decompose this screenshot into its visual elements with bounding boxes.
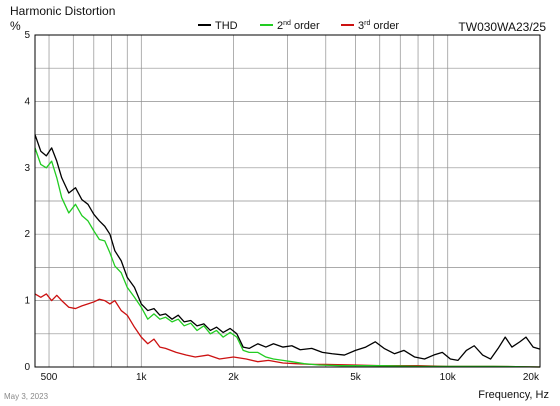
- plot-grid: [35, 35, 540, 367]
- x-tick-label: 20k: [523, 372, 540, 383]
- footer-date: May 3, 2023: [4, 392, 49, 401]
- y-tick-label: 1: [24, 296, 30, 307]
- y-tick-label: 4: [24, 96, 30, 107]
- legend-label: 3rd order: [358, 20, 399, 32]
- y-tick-label: 3: [24, 163, 30, 174]
- series-line-0: [34, 134, 541, 362]
- y-tick-label: 5: [24, 30, 30, 41]
- x-tick-label: 2k: [228, 372, 240, 383]
- legend-item-2: 3rd order: [341, 20, 399, 32]
- model-label: TW030WA23/25: [458, 20, 546, 34]
- chart-legend: THD 2nd order 3rd order: [198, 20, 399, 32]
- y-tick-label: 0: [24, 362, 30, 373]
- x-tick-label: 10k: [440, 372, 457, 383]
- plot-frame: [34, 34, 541, 368]
- x-tick-label: 1k: [136, 372, 148, 383]
- tick-labels: 0 1 2 3 4 5 500 1k 2k 5k 10k 20k: [24, 30, 540, 383]
- y-tick-label: 2: [24, 229, 30, 240]
- legend-label: THD: [215, 20, 238, 32]
- series-line-1: [34, 147, 541, 368]
- chart-title: Harmonic Distortion: [10, 4, 115, 18]
- legend-item-0: THD: [198, 20, 238, 32]
- plot-lines: [34, 134, 541, 368]
- legend-label: 2nd order: [277, 20, 320, 32]
- y-axis-label: %: [10, 19, 21, 33]
- x-tick-label: 5k: [350, 372, 362, 383]
- x-tick-label: 500: [41, 372, 58, 383]
- legend-item-1: 2nd order: [260, 20, 320, 32]
- x-axis-label: Frequency, Hz: [478, 389, 549, 401]
